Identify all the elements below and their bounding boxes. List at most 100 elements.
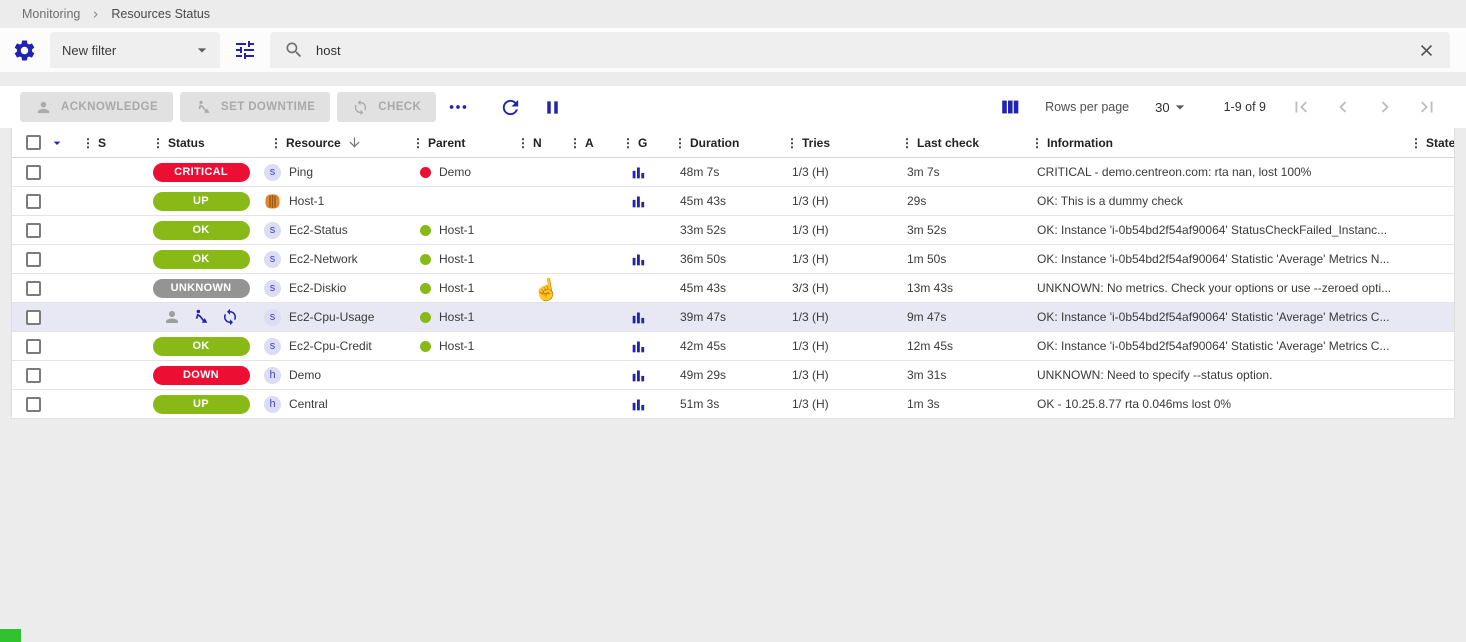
settings-gear-icon[interactable] <box>12 38 37 63</box>
drag-handle-icon[interactable]: ⋮ <box>901 136 913 150</box>
table-body: CRITICALsPingDemo48m 7s1/3 (H)3m 7sCRITI… <box>12 158 1454 419</box>
set-downtime-button[interactable]: SET DOWNTIME <box>180 92 330 122</box>
resource-name[interactable]: Host-1 <box>289 194 324 208</box>
parent-name[interactable]: Host-1 <box>439 310 474 324</box>
check-button[interactable]: CHECK <box>337 92 436 122</box>
information-cell: OK: This is a dummy check <box>1021 194 1400 208</box>
row-checkbox[interactable] <box>26 310 41 325</box>
parent-name[interactable]: Host-1 <box>439 223 474 237</box>
column-header-n[interactable]: ⋮N <box>507 136 559 150</box>
parent-name[interactable]: Demo <box>439 165 471 179</box>
resource-name[interactable]: Ping <box>289 165 313 179</box>
table-row[interactable]: OKsEc2-StatusHost-133m 52s1/3 (H)3m 52sO… <box>12 216 1454 245</box>
resource-name[interactable]: Ec2-Cpu-Credit <box>289 339 372 353</box>
bar-chart-icon[interactable] <box>631 252 646 267</box>
edit-columns-icon[interactable] <box>999 96 1021 118</box>
drag-handle-icon[interactable]: ⋮ <box>517 136 529 150</box>
table-row[interactable]: OKsEc2-NetworkHost-136m 50s1/3 (H)1m 50s… <box>12 245 1454 274</box>
sort-desc-icon[interactable] <box>341 135 362 150</box>
bar-chart-icon[interactable] <box>631 339 646 354</box>
resource-name[interactable]: Central <box>289 397 328 411</box>
tune-filters-icon[interactable] <box>233 38 257 62</box>
status-chip: OK <box>153 250 250 269</box>
search-input[interactable]: host <box>270 32 1450 68</box>
previous-page-icon[interactable] <box>1322 96 1364 118</box>
select-all-checkbox[interactable] <box>26 135 41 150</box>
column-header-information[interactable]: ⋮Information <box>1021 136 1400 150</box>
table-row[interactable]: UPHost-145m 43s1/3 (H)29sOK: This is a d… <box>12 187 1454 216</box>
drag-handle-icon[interactable]: ⋮ <box>1410 136 1422 150</box>
row-checkbox[interactable] <box>26 165 41 180</box>
column-header-last-check[interactable]: ⋮Last check <box>891 136 1021 150</box>
more-actions-icon[interactable] <box>447 96 469 118</box>
drag-handle-icon[interactable]: ⋮ <box>82 136 94 150</box>
bar-chart-icon[interactable] <box>631 165 646 180</box>
resources-table: ⋮S⋮Status⋮Resource⋮Parent⋮N⋮A⋮G⋮Duration… <box>11 128 1455 419</box>
drag-handle-icon[interactable]: ⋮ <box>569 136 581 150</box>
drag-handle-icon[interactable]: ⋮ <box>674 136 686 150</box>
information-cell: UNKNOWN: Need to specify --status option… <box>1021 368 1400 382</box>
filter-select[interactable]: New filter <box>50 32 220 68</box>
column-header-g[interactable]: ⋮G <box>612 136 664 150</box>
parent-name[interactable]: Host-1 <box>439 281 474 295</box>
search-icon <box>284 40 304 60</box>
state-icons <box>163 308 239 326</box>
drag-handle-icon[interactable]: ⋮ <box>152 136 164 150</box>
parent-name[interactable]: Host-1 <box>439 339 474 353</box>
resource-name[interactable]: Demo <box>289 368 321 382</box>
row-checkbox[interactable] <box>26 252 41 267</box>
drag-handle-icon[interactable]: ⋮ <box>622 136 634 150</box>
bar-chart-icon[interactable] <box>631 194 646 209</box>
row-checkbox[interactable] <box>26 368 41 383</box>
rows-per-page-select[interactable]: 30 <box>1155 97 1189 117</box>
service-badge-icon: s <box>264 338 281 355</box>
table-row[interactable]: sEc2-Cpu-UsageHost-139m 47s1/3 (H)9m 47s… <box>12 303 1454 332</box>
drag-handle-icon[interactable]: ⋮ <box>412 136 424 150</box>
row-checkbox[interactable] <box>26 397 41 412</box>
bar-chart-icon[interactable] <box>631 368 646 383</box>
bar-chart-icon[interactable] <box>631 310 646 325</box>
table-row[interactable]: OKsEc2-Cpu-CreditHost-142m 45s1/3 (H)12m… <box>12 332 1454 361</box>
resource-name[interactable]: Ec2-Network <box>289 252 358 266</box>
clear-search-icon[interactable] <box>1417 41 1436 60</box>
drag-handle-icon[interactable]: ⋮ <box>1031 136 1043 150</box>
service-badge-icon: s <box>264 309 281 326</box>
drag-handle-icon[interactable]: ⋮ <box>270 136 282 150</box>
refresh-icon[interactable] <box>499 96 522 119</box>
column-header-resource[interactable]: ⋮Resource <box>260 135 402 150</box>
table-row[interactable]: UPhCentral51m 3s1/3 (H)1m 3sOK - 10.25.8… <box>12 390 1454 419</box>
row-checkbox[interactable] <box>26 339 41 354</box>
column-header-parent[interactable]: ⋮Parent <box>402 136 507 150</box>
next-page-icon[interactable] <box>1364 96 1406 118</box>
parent-name[interactable]: Host-1 <box>439 252 474 266</box>
parent-cell: Demo <box>402 165 507 179</box>
duration-cell: 51m 3s <box>664 397 776 411</box>
pagination-area: Rows per page 30 1-9 of 9 <box>999 96 1448 118</box>
pause-icon[interactable] <box>542 97 563 118</box>
row-checkbox[interactable] <box>26 223 41 238</box>
column-header-tries[interactable]: ⋮Tries <box>776 136 891 150</box>
column-header-s[interactable]: ⋮S <box>72 136 142 150</box>
resource-name[interactable]: Ec2-Diskio <box>289 281 346 295</box>
table-row[interactable]: DOWNhDemo49m 29s1/3 (H)3m 31sUNKNOWN: Ne… <box>12 361 1454 390</box>
row-checkbox[interactable] <box>26 281 41 296</box>
column-header-duration[interactable]: ⋮Duration <box>664 136 776 150</box>
column-header-a[interactable]: ⋮A <box>559 136 612 150</box>
table-row[interactable]: UNKNOWNsEc2-DiskioHost-145m 43s3/3 (H)13… <box>12 274 1454 303</box>
bar-chart-icon[interactable] <box>631 397 646 412</box>
resource-name[interactable]: Ec2-Cpu-Usage <box>289 310 374 324</box>
column-header-state[interactable]: ⋮State <box>1400 136 1454 150</box>
last-page-icon[interactable] <box>1406 96 1448 118</box>
column-header-status[interactable]: ⋮Status <box>142 136 260 150</box>
duration-cell: 36m 50s <box>664 252 776 266</box>
breadcrumb-monitoring[interactable]: Monitoring <box>22 7 80 21</box>
first-page-icon[interactable] <box>1280 96 1322 118</box>
breadcrumb-resources-status[interactable]: Resources Status <box>111 7 210 21</box>
status-chip: DOWN <box>153 366 250 385</box>
row-checkbox[interactable] <box>26 194 41 209</box>
resource-name[interactable]: Ec2-Status <box>289 223 348 237</box>
acknowledge-button[interactable]: ACKNOWLEDGE <box>20 92 173 122</box>
drag-handle-icon[interactable]: ⋮ <box>786 136 798 150</box>
select-options-caret-icon[interactable] <box>49 135 65 151</box>
table-row[interactable]: CRITICALsPingDemo48m 7s1/3 (H)3m 7sCRITI… <box>12 158 1454 187</box>
